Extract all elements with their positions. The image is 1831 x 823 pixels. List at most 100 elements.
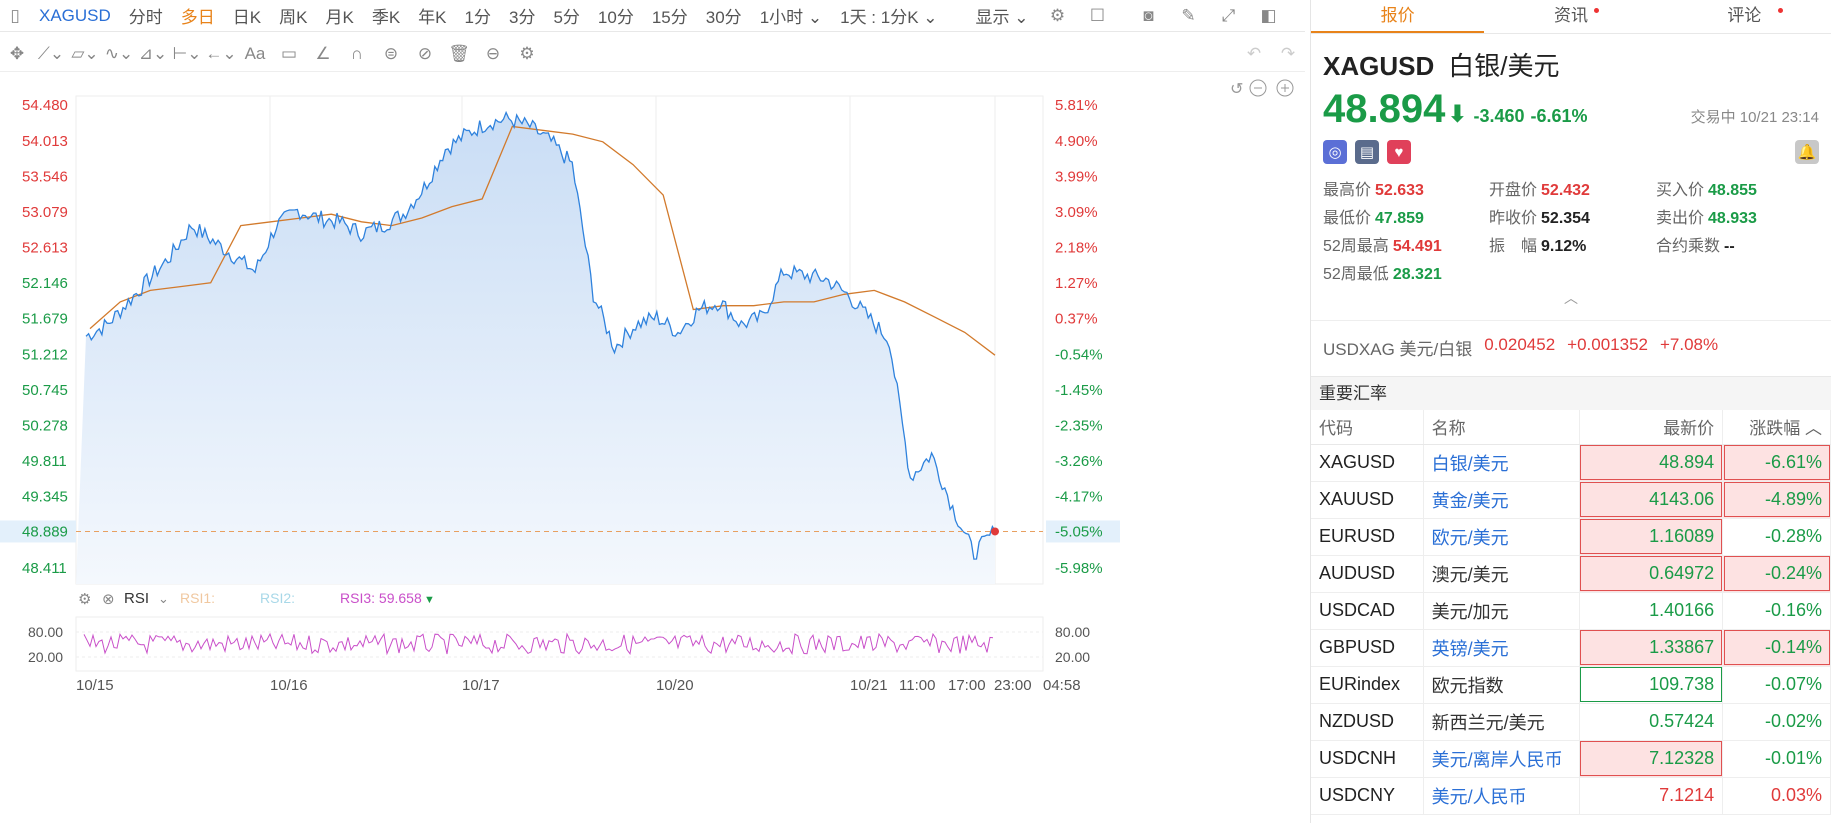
table-row[interactable]: XAUUSD 黄金/美元 4143.06 -4.89% [1311, 481, 1831, 519]
cell-name[interactable]: 新西兰元/美元 [1423, 703, 1580, 741]
redo-icon[interactable]: ↷ [1280, 43, 1296, 63]
trash-icon[interactable]: 🗑 [448, 43, 470, 63]
period-tab[interactable]: 周K [279, 8, 308, 27]
undo-icon[interactable]: ↶ [1246, 43, 1262, 63]
rsi-level-right: 80.00 [1055, 624, 1090, 640]
hide-drawings-icon[interactable]: ⊘ [417, 43, 433, 63]
crosshair-icon[interactable]: ✥ [9, 43, 25, 63]
cell-code: NZDUSD [1311, 703, 1424, 741]
panel-toggle-icon[interactable]: ◧ [1260, 5, 1277, 25]
fibonacci-tool-icon[interactable]: ⊿⌄ [138, 43, 168, 63]
y-axis-label-left: 48.411 [22, 560, 67, 577]
rsi-line [83, 632, 994, 656]
related-instrument[interactable]: USDXAG 美元/白银 0.020452 +0.001352 +7.08% [1311, 320, 1831, 360]
layout-icon[interactable]: ☐ [1089, 5, 1106, 25]
period-tab[interactable]: 1分 [464, 8, 491, 27]
stat-value: 48.933 [1708, 210, 1757, 227]
stat-item: 52周最低 28.321 [1323, 260, 1489, 284]
cell-price: 1.33867 [1579, 629, 1724, 667]
sidebar-toggle-icon[interactable]: ▯ [10, 5, 20, 25]
cell-name[interactable]: 欧元/美元 [1423, 518, 1580, 556]
cell-name[interactable]: 白银/美元 [1423, 444, 1580, 482]
y-axis-label-left: 50.278 [22, 418, 68, 435]
display-dropdown[interactable]: 显示 ⌄ [975, 8, 1029, 27]
globe-icon[interactable]: ◎ [1323, 140, 1347, 164]
lock-drawings-icon[interactable]: ⊜ [383, 43, 399, 63]
collapse-chevron-icon[interactable]: ︿ [1564, 290, 1578, 306]
table-row[interactable]: USDCNY 美元/人民币 7.1214 0.03% [1311, 777, 1831, 815]
table-row[interactable]: USDCAD 美元/加元 1.40166 -0.16% [1311, 592, 1831, 630]
period-tab[interactable]: 多日 [180, 8, 215, 27]
period-tab[interactable]: 15分 [651, 8, 688, 27]
badge-row: ◎ ▤ ♥ 🔔 [1323, 140, 1819, 166]
period-tab[interactable]: 日K [232, 8, 262, 27]
table-row[interactable]: AUDUSD 澳元/美元 0.64972 -0.24% [1311, 555, 1831, 593]
measure-tool-icon[interactable]: ⊢⌄ [172, 43, 202, 63]
zoom-out-icon[interactable] [1249, 79, 1267, 97]
cell-name[interactable]: 美元/加元 [1423, 592, 1580, 630]
fullscreen-icon[interactable]: ⤢ [1221, 5, 1236, 25]
unread-dot [1777, 8, 1783, 13]
tab-comments[interactable]: 评论 [1658, 0, 1831, 33]
arrow-tool-icon[interactable]: ←⌄ [205, 43, 237, 63]
favorite-heart-icon[interactable]: ♥ [1387, 140, 1411, 164]
cell-name[interactable]: 英镑/美元 [1423, 629, 1580, 667]
quote-panel: 报价 资讯 评论 XAGUSD 白银/美元 48.894 ⬇ -3.460 -6.… [1310, 0, 1831, 823]
wave-tool-icon[interactable]: ∿⌄ [104, 43, 134, 63]
cell-name[interactable]: 黄金/美元 [1423, 481, 1580, 519]
bookmark-icon[interactable]: ▤ [1355, 140, 1379, 164]
period-tab[interactable]: 月K [325, 8, 354, 27]
channel-tool-icon[interactable]: ▱⌄ [71, 43, 99, 63]
table-row[interactable]: GBPUSD 英镑/美元 1.33867 -0.14% [1311, 629, 1831, 667]
interval-dropdown[interactable]: 1小时 ⌄ [759, 8, 823, 27]
period-tab[interactable]: 分时 [128, 8, 163, 27]
current-pct-tag [1046, 520, 1120, 543]
current-price-tag [0, 520, 76, 543]
text-tool-icon[interactable]: Aa [244, 43, 266, 63]
span-dropdown[interactable]: 1天 : 1分K ⌄ [840, 8, 938, 27]
cell-pct: -0.16% [1722, 592, 1831, 630]
table-row[interactable]: EURindex 欧元指数 109.738 -0.07% [1311, 666, 1831, 704]
period-tab[interactable]: 30分 [705, 8, 742, 27]
symbol-selector[interactable]: XAGUSD [39, 5, 111, 25]
col-change[interactable]: 涨跌幅 ︿ [1722, 410, 1831, 445]
col-code[interactable]: 代码 [1311, 410, 1424, 445]
period-tab[interactable]: 3分 [508, 8, 536, 27]
table-row[interactable]: USDCNH 美元/离岸人民币 7.12328 -0.01% [1311, 740, 1831, 778]
x-axis-label: 10/15 [76, 677, 114, 694]
reset-zoom-icon[interactable]: ↺ [1230, 81, 1243, 98]
table-row[interactable]: NZDUSD 新西兰元/美元 0.57424 -0.02% [1311, 703, 1831, 741]
camera-icon[interactable]: ◙ [1143, 5, 1154, 25]
y-axis-label-left: 53.546 [22, 168, 68, 185]
period-tab[interactable]: 季K [371, 8, 401, 27]
price-chart[interactable]: 54.480 54.013 53.546 53.079 52.613 52.146 51.6… [0, 72, 1310, 823]
line-tool-icon[interactable]: ⟋⌄ [37, 43, 65, 63]
magnet-icon[interactable]: ∩ [350, 43, 364, 63]
pen-icon[interactable]: ✎ [1181, 5, 1196, 25]
period-tab[interactable]: 年K [418, 8, 447, 27]
tab-quote[interactable]: 报价 [1311, 0, 1485, 33]
comment-tool-icon[interactable]: ▭ [280, 43, 298, 63]
settings-icon[interactable]: ⚙ [1049, 5, 1066, 25]
cell-pct: -0.24% [1722, 555, 1831, 593]
ruler-icon[interactable]: ∠ [315, 43, 331, 63]
period-tab[interactable]: 10分 [597, 8, 634, 27]
cell-code: XAGUSD [1311, 444, 1424, 482]
cell-pct: -0.28% [1722, 518, 1831, 556]
stat-value: 28.321 [1392, 266, 1442, 283]
table-row[interactable]: XAGUSD 白银/美元 48.894 -6.61% [1311, 444, 1831, 482]
alert-bell-icon[interactable]: 🔔 [1795, 140, 1819, 164]
cell-name[interactable]: 欧元指数 [1423, 666, 1580, 704]
cell-name[interactable]: 美元/人民币 [1423, 777, 1580, 815]
table-row[interactable]: EURUSD 欧元/美元 1.16089 -0.28% [1311, 518, 1831, 556]
zoom-in-icon[interactable] [1276, 79, 1294, 97]
period-tab[interactable]: 5分 [553, 8, 580, 27]
col-name[interactable]: 名称 [1423, 410, 1580, 445]
tab-news[interactable]: 资讯 [1484, 0, 1657, 33]
col-price[interactable]: 最新价 [1579, 410, 1724, 445]
chart-settings-icon[interactable]: ⚙ [519, 43, 535, 63]
cell-name[interactable]: 美元/离岸人民币 [1423, 740, 1580, 778]
y-axis-label-right: 3.09% [1055, 204, 1098, 221]
cell-name[interactable]: 澳元/美元 [1423, 555, 1580, 593]
compare-icon[interactable]: ⊖ [485, 43, 501, 63]
